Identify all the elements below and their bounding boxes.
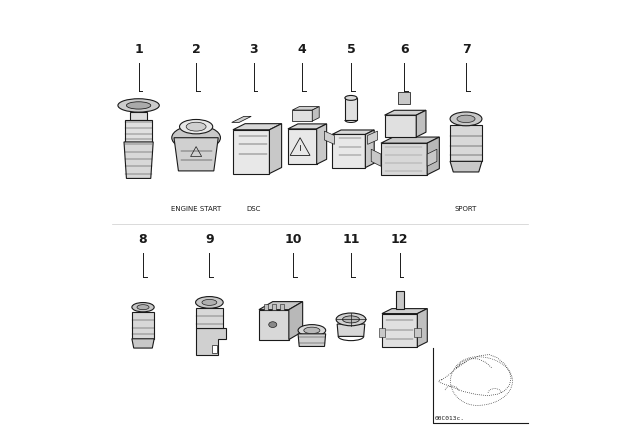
Polygon shape bbox=[365, 130, 374, 168]
Text: 5: 5 bbox=[347, 43, 355, 56]
Polygon shape bbox=[382, 309, 428, 314]
Ellipse shape bbox=[118, 99, 159, 112]
Text: 8: 8 bbox=[139, 233, 147, 246]
Text: 3: 3 bbox=[250, 43, 258, 56]
Bar bbox=[398, 92, 410, 104]
Polygon shape bbox=[196, 328, 227, 356]
Polygon shape bbox=[288, 129, 317, 164]
Text: 1: 1 bbox=[134, 43, 143, 56]
Polygon shape bbox=[196, 308, 223, 328]
Polygon shape bbox=[132, 339, 154, 348]
Polygon shape bbox=[427, 149, 437, 166]
Ellipse shape bbox=[127, 102, 151, 109]
Text: 4: 4 bbox=[298, 43, 307, 56]
Polygon shape bbox=[332, 130, 374, 134]
Text: 2: 2 bbox=[192, 43, 200, 56]
Polygon shape bbox=[417, 309, 428, 347]
Text: DSC: DSC bbox=[246, 206, 261, 212]
Polygon shape bbox=[385, 115, 416, 137]
Bar bbox=[211, 345, 217, 353]
Text: 00C013c.: 00C013c. bbox=[435, 416, 465, 421]
Polygon shape bbox=[385, 110, 426, 115]
Polygon shape bbox=[125, 120, 152, 142]
Ellipse shape bbox=[172, 125, 220, 150]
Polygon shape bbox=[233, 124, 282, 130]
Polygon shape bbox=[232, 116, 251, 122]
Text: 11: 11 bbox=[342, 233, 360, 246]
Polygon shape bbox=[450, 161, 482, 172]
Ellipse shape bbox=[132, 302, 154, 312]
Polygon shape bbox=[289, 302, 303, 340]
Polygon shape bbox=[382, 314, 417, 347]
Polygon shape bbox=[130, 112, 147, 120]
Polygon shape bbox=[450, 125, 482, 161]
Ellipse shape bbox=[196, 297, 223, 308]
Bar bbox=[280, 304, 284, 310]
Bar bbox=[379, 328, 385, 337]
Bar bbox=[264, 304, 268, 310]
Ellipse shape bbox=[180, 120, 212, 134]
Ellipse shape bbox=[304, 327, 320, 334]
Polygon shape bbox=[292, 107, 319, 110]
Text: SPORT: SPORT bbox=[455, 206, 477, 212]
Polygon shape bbox=[292, 110, 312, 121]
Polygon shape bbox=[259, 310, 289, 340]
Text: 9: 9 bbox=[205, 233, 214, 246]
Ellipse shape bbox=[269, 322, 276, 327]
Polygon shape bbox=[259, 302, 303, 310]
Polygon shape bbox=[371, 149, 381, 166]
Text: 7: 7 bbox=[461, 43, 470, 56]
Polygon shape bbox=[317, 124, 326, 164]
Text: 12: 12 bbox=[391, 233, 408, 246]
Polygon shape bbox=[427, 137, 439, 175]
Polygon shape bbox=[124, 142, 153, 178]
Bar bbox=[414, 328, 420, 337]
Polygon shape bbox=[381, 143, 427, 175]
Ellipse shape bbox=[345, 95, 357, 100]
Bar bbox=[272, 304, 276, 310]
Text: 6: 6 bbox=[400, 43, 408, 56]
Polygon shape bbox=[233, 130, 269, 173]
Text: 10: 10 bbox=[285, 233, 302, 246]
Polygon shape bbox=[396, 292, 403, 309]
Ellipse shape bbox=[450, 112, 482, 126]
Ellipse shape bbox=[457, 115, 475, 123]
Polygon shape bbox=[312, 107, 319, 121]
Polygon shape bbox=[416, 110, 426, 137]
Polygon shape bbox=[337, 324, 365, 336]
Polygon shape bbox=[381, 137, 439, 143]
Polygon shape bbox=[269, 124, 282, 173]
Polygon shape bbox=[288, 124, 326, 129]
Ellipse shape bbox=[336, 313, 366, 326]
Polygon shape bbox=[132, 312, 154, 339]
Polygon shape bbox=[332, 134, 365, 168]
Ellipse shape bbox=[186, 122, 206, 131]
Polygon shape bbox=[324, 131, 334, 144]
Ellipse shape bbox=[342, 316, 360, 323]
Ellipse shape bbox=[202, 299, 217, 306]
Text: ENGINE START: ENGINE START bbox=[171, 206, 221, 212]
Polygon shape bbox=[174, 138, 218, 171]
Polygon shape bbox=[298, 334, 326, 346]
Polygon shape bbox=[367, 131, 378, 144]
Ellipse shape bbox=[298, 325, 326, 336]
Bar bbox=[345, 98, 357, 120]
Ellipse shape bbox=[137, 305, 149, 310]
